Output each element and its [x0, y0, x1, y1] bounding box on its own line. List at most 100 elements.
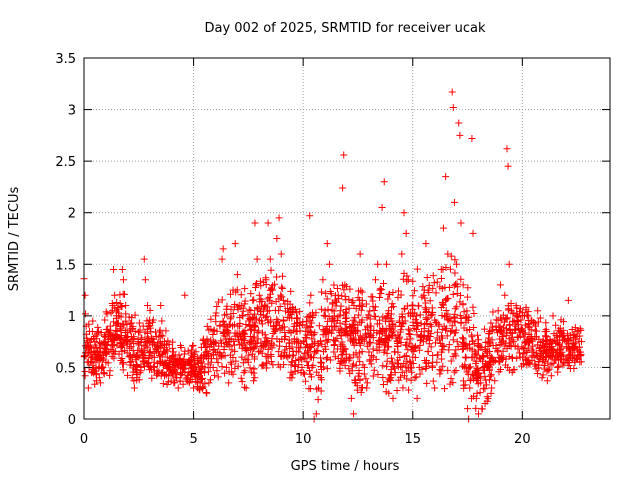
data-point [349, 297, 357, 305]
data-point [376, 327, 384, 335]
data-point [520, 333, 528, 341]
data-point [472, 350, 480, 358]
data-point [155, 348, 163, 356]
data-point [176, 363, 184, 371]
data-point [484, 395, 492, 403]
plot-frame [83, 57, 611, 420]
data-point [522, 306, 530, 314]
data-point [231, 364, 239, 372]
data-point [398, 312, 406, 320]
data-point [295, 348, 303, 356]
data-point [317, 365, 325, 373]
data-point [536, 314, 544, 322]
data-point [306, 212, 314, 220]
data-point [421, 304, 429, 312]
data-point [366, 315, 374, 323]
data-point [257, 282, 265, 290]
data-point [195, 356, 203, 364]
data-point [301, 327, 309, 335]
data-point [547, 372, 555, 380]
data-point [366, 307, 374, 315]
data-point [334, 354, 342, 362]
data-point [241, 297, 249, 305]
data-point [110, 318, 118, 326]
data-point [388, 300, 396, 308]
data-point [204, 368, 212, 376]
data-point [113, 298, 121, 306]
data-point [117, 323, 125, 331]
data-point [339, 346, 347, 354]
data-point [146, 338, 154, 346]
data-point [567, 353, 575, 361]
data-point [369, 353, 377, 361]
data-point [522, 355, 530, 363]
data-point [132, 366, 140, 374]
data-point [393, 338, 401, 346]
data-point [246, 323, 254, 331]
data-point [313, 385, 321, 393]
data-point [361, 363, 369, 371]
data-point [320, 311, 328, 319]
data-point [104, 338, 112, 346]
data-point [560, 318, 568, 326]
data-point [466, 363, 474, 371]
data-point [188, 375, 196, 383]
data-point [436, 366, 444, 374]
data-point [375, 320, 383, 328]
data-point [105, 330, 113, 338]
data-point [534, 370, 542, 378]
data-point [381, 317, 389, 325]
data-point [380, 178, 388, 186]
data-point [203, 322, 211, 330]
data-point [122, 310, 130, 318]
data-point [210, 326, 218, 334]
data-point [133, 361, 141, 369]
data-point [423, 273, 431, 281]
data-point [286, 374, 294, 382]
data-point [385, 343, 393, 351]
data-point [137, 363, 145, 371]
data-point [322, 355, 330, 363]
data-point [337, 331, 345, 339]
data-point [279, 272, 287, 280]
data-point [373, 347, 381, 355]
data-point [96, 379, 104, 387]
data-point [332, 322, 340, 330]
data-point [403, 302, 411, 310]
data-point [452, 352, 460, 360]
data-point [312, 410, 320, 418]
data-point [177, 344, 185, 352]
data-point [183, 374, 191, 382]
data-point [457, 319, 465, 327]
data-point [213, 367, 221, 375]
data-point [148, 374, 156, 382]
data-point [214, 348, 222, 356]
data-point [201, 380, 209, 388]
data-point [409, 353, 417, 361]
data-point [255, 348, 263, 356]
data-point [416, 311, 424, 319]
data-point [95, 374, 103, 382]
data-point [482, 381, 490, 389]
data-point [250, 377, 258, 385]
data-point [299, 353, 307, 361]
data-point [279, 352, 287, 360]
data-point [461, 381, 469, 389]
data-point [128, 374, 136, 382]
data-point [218, 296, 226, 304]
data-point [416, 336, 424, 344]
data-point [222, 363, 230, 371]
data-point [187, 369, 195, 377]
data-point [446, 380, 454, 388]
data-point [468, 346, 476, 354]
data-point [133, 352, 141, 360]
data-point [400, 352, 408, 360]
data-point [431, 339, 439, 347]
data-point [364, 311, 372, 319]
data-point [510, 338, 518, 346]
data-point [397, 291, 405, 299]
data-point [393, 360, 401, 368]
data-point [425, 281, 433, 289]
data-point [370, 366, 378, 374]
data-point [108, 307, 116, 315]
